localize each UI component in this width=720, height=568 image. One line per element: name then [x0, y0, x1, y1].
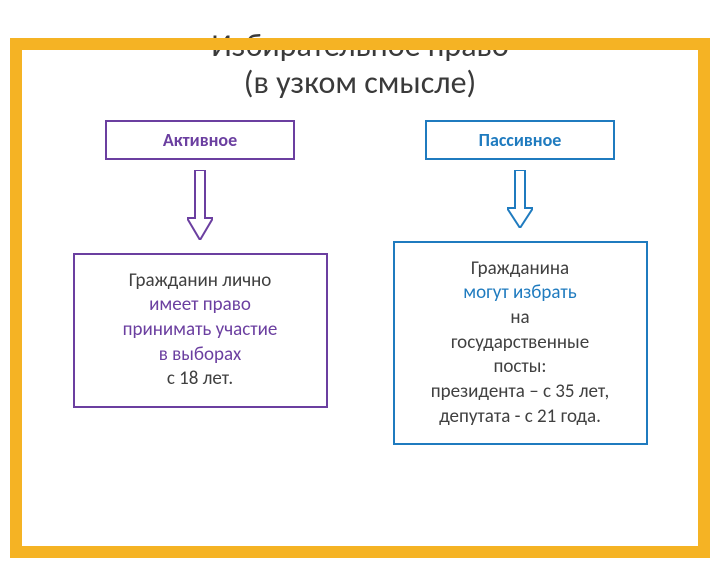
slide-frame	[10, 38, 710, 558]
